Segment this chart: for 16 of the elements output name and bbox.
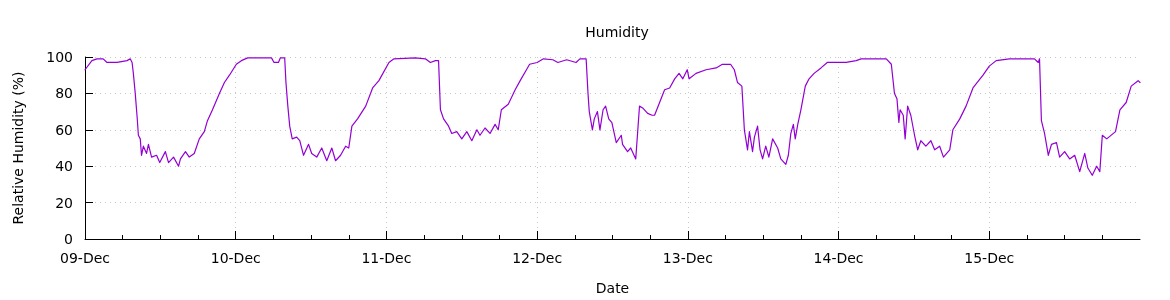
y-tick-label: 20 (55, 194, 73, 211)
x-tick-label: 10-Dec (210, 250, 261, 266)
y-tick-label: 100 (46, 49, 73, 65)
y-tick-label: 0 (64, 231, 73, 247)
chart-title: Humidity (585, 24, 649, 40)
x-axis-title: Date (595, 280, 630, 296)
x-tick-label: 13-Dec (662, 250, 713, 266)
x-tick-label: 09-Dec (60, 250, 110, 266)
y-tick-label: 40 (55, 158, 73, 175)
x-tick-label: 14-Dec (813, 250, 864, 266)
x-tick-label: 12-Dec (512, 250, 563, 266)
y-tick-label: 80 (55, 85, 73, 102)
x-tick-label: 15-Dec (964, 250, 1015, 266)
x-tick-label: 11-Dec (361, 250, 412, 266)
y-tick-label: 60 (55, 121, 73, 138)
y-axis-title: Relative Humidity (%) (10, 71, 26, 225)
